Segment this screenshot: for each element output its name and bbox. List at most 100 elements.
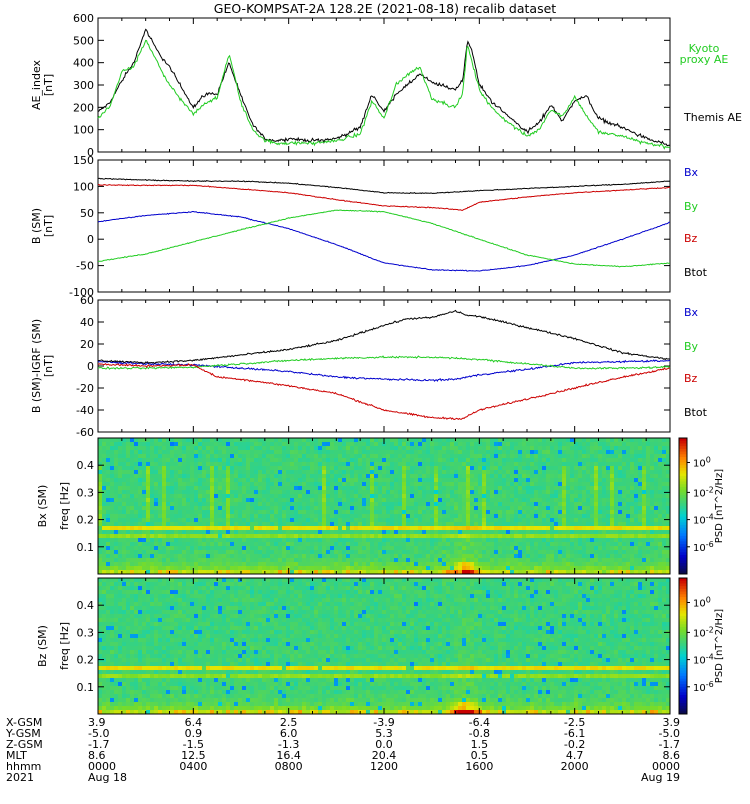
spectrogram-cell (442, 522, 446, 526)
spectrogram-cell (354, 550, 358, 554)
spectrogram-cell (514, 526, 518, 530)
spectrogram-cell (238, 506, 242, 510)
spectrogram-cell (178, 442, 182, 446)
spectrogram-cell (242, 550, 246, 554)
spectrogram-cell (198, 490, 202, 494)
spectrogram-cell (434, 486, 438, 490)
spectrogram-cell (458, 526, 462, 530)
spectrogram-cell (426, 538, 430, 542)
spectrogram-cell (182, 486, 186, 490)
spectrogram-cell (462, 462, 466, 466)
spectrogram-cell (426, 490, 430, 494)
spectrogram-cell (606, 462, 610, 466)
spectrogram-cell (618, 446, 622, 450)
spectrogram-cell (498, 510, 502, 514)
spectrogram-cell (474, 538, 478, 542)
spectrogram-cell (482, 450, 486, 454)
spectrogram-cell (206, 514, 210, 518)
spectrogram-cell (242, 566, 246, 570)
spectrogram-cell (202, 490, 206, 494)
series-by-line (98, 210, 670, 267)
spectrogram-cell (206, 486, 210, 490)
spectrogram-cell (130, 466, 134, 470)
spectrogram-cell (246, 490, 250, 494)
spectrogram-cell (254, 498, 258, 502)
spectrogram-cell (330, 530, 334, 534)
spectrogram-cell (490, 534, 494, 538)
spectrogram-cell (282, 470, 286, 474)
spectrogram-cell (346, 490, 350, 494)
spectrogram-cell (618, 566, 622, 570)
spectrogram-cell (354, 514, 358, 518)
spectrogram-cell (214, 518, 218, 522)
spectrogram-cell (518, 566, 522, 570)
spectrogram-cell (122, 534, 126, 538)
spectrogram-cell (354, 554, 358, 558)
spectrogram-cell (538, 474, 542, 478)
spectrogram-cell (194, 450, 198, 454)
spectrogram-cell (466, 470, 470, 474)
spectrogram-cell (278, 566, 282, 570)
spectrogram-cell (386, 566, 390, 570)
spectrogram-cell (618, 474, 622, 478)
spectrogram-cell (582, 558, 586, 562)
spectrogram-cell (130, 438, 134, 442)
spectrogram-cell (594, 566, 598, 570)
spectrogram-cell (618, 522, 622, 526)
spectrogram-cell (434, 534, 438, 538)
spectrogram-cell (558, 506, 562, 510)
spectrogram-cell (98, 482, 102, 486)
spectrogram-cell (486, 442, 490, 446)
spectrogram-cell (478, 526, 482, 530)
spectrogram-cell (214, 530, 218, 534)
spectrogram-cell (590, 538, 594, 542)
spectrogram-cell (594, 550, 598, 554)
spectrogram-cell (478, 534, 482, 538)
spectrogram-cell (426, 462, 430, 466)
spectrogram-cell (222, 438, 226, 442)
spectrogram-cell (198, 530, 202, 534)
spectrogram-cell (182, 550, 186, 554)
spectrogram-cell (126, 486, 130, 490)
spectrogram-cell (166, 514, 170, 518)
spectrogram-cell (114, 546, 118, 550)
spectrogram-cell (494, 558, 498, 562)
spectrogram-cell (210, 458, 214, 462)
spectrogram-cell (258, 562, 262, 566)
spectrogram-cell (642, 554, 646, 558)
spectrogram-cell (622, 526, 626, 530)
spectrogram-cell (170, 562, 174, 566)
spectrogram-cell (330, 498, 334, 502)
spectrogram-cell (402, 534, 406, 538)
spectrogram-cell (442, 482, 446, 486)
spectrogram-cell (190, 502, 194, 506)
spectrogram-cell (298, 506, 302, 510)
spectrogram-cell (162, 478, 166, 482)
spectrogram-cell (462, 526, 466, 530)
spectrogram-cell (614, 534, 618, 538)
spectrogram-cell (130, 562, 134, 566)
spectrogram-cell (430, 506, 434, 510)
spectrogram-cell (370, 494, 374, 498)
spectrogram-cell (394, 554, 398, 558)
spectrogram-cell (630, 494, 634, 498)
spectrogram-cell (186, 546, 190, 550)
spectrogram-cell (438, 482, 442, 486)
spectrogram-cell (634, 534, 638, 538)
spectrogram-cell (614, 514, 618, 518)
spectrogram-cell (362, 534, 366, 538)
spectrogram-cell (618, 518, 622, 522)
spectrogram-cell (486, 550, 490, 554)
spectrogram-cell (294, 474, 298, 478)
spectrogram-cell (318, 506, 322, 510)
spectrogram-cell (658, 446, 662, 450)
spectrogram-cell (302, 458, 306, 462)
spectrogram-cell (366, 498, 370, 502)
spectrogram-cell (546, 542, 550, 546)
spectrogram-cell (310, 490, 314, 494)
spectrogram-cell (206, 502, 210, 506)
spectrogram-cell (410, 486, 414, 490)
spectrogram-cell (374, 558, 378, 562)
spectrogram-cell (630, 470, 634, 474)
spectrogram-cell (166, 562, 170, 566)
